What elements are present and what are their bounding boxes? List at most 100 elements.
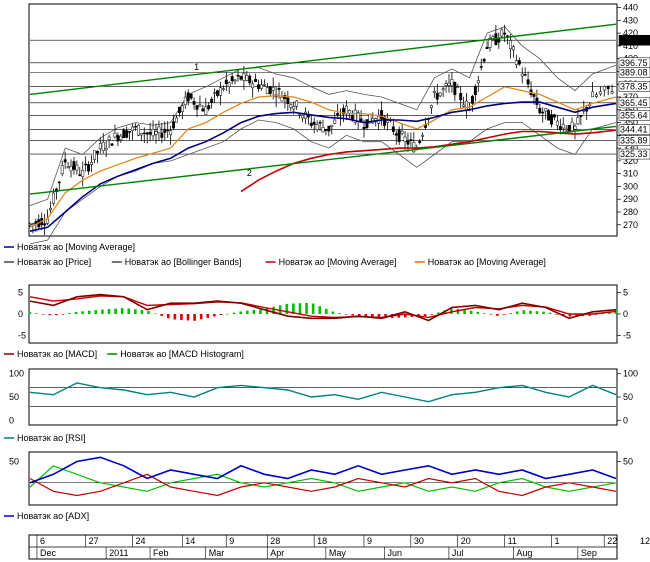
price-candle-body <box>292 106 296 110</box>
macd-histogram-bar <box>318 306 322 314</box>
price-candle-body <box>564 128 568 131</box>
price-candle-body <box>172 121 176 129</box>
price-candle-body <box>51 192 55 204</box>
rsi-panel-frame <box>28 368 618 426</box>
price-level-label: 365.45 <box>620 98 648 108</box>
price-candle-body <box>330 124 334 127</box>
macd-histogram-bar <box>338 313 341 314</box>
price-y-tick-label: 420 <box>623 28 638 38</box>
price-candle-body <box>397 129 401 142</box>
price-candle-body <box>49 207 52 211</box>
price-candle-body <box>224 79 228 85</box>
price-y-tick-label: 310 <box>623 169 638 179</box>
macd-histogram-bar <box>180 314 183 320</box>
time-day-label: 18 <box>317 536 327 546</box>
price-candle-body <box>154 131 158 135</box>
legend-label: Новатэк ао [ADX] <box>17 511 89 521</box>
price-candle-body <box>81 170 85 177</box>
macd-histogram-bar <box>562 314 565 316</box>
time-month-label: Mar <box>209 548 225 558</box>
price-candle-body <box>503 32 507 35</box>
macd-histogram-bar <box>199 314 203 320</box>
price-level-label: 355.64 <box>620 110 648 120</box>
price-candle-body <box>160 132 164 138</box>
macd-y-tick-label: -5 <box>623 331 631 341</box>
price-panel[interactable]: 2702802903003103203303403503603703803904… <box>28 3 650 245</box>
price-candle-body <box>87 164 91 172</box>
price-level-label: 414.43 <box>620 35 648 45</box>
price-candle-body <box>260 84 263 89</box>
macd-legend: Новатэк ао [MACD] Новатэк ао [MACD Histog… <box>4 349 244 359</box>
macd-panel[interactable]: -5 -5 0 0 5 5 <box>18 284 631 344</box>
price-candle-body <box>245 75 249 81</box>
macd-histogram-bar <box>311 303 315 314</box>
macd-histogram-bar <box>357 314 361 317</box>
price-candle-body <box>298 114 302 116</box>
price-candle-body <box>400 131 404 134</box>
macd-histogram-bar <box>456 308 460 314</box>
macd-line <box>29 293 617 322</box>
price-candle-body <box>134 125 137 128</box>
price-candle-body <box>116 135 120 142</box>
macd-histogram-bar <box>417 314 420 317</box>
price-candle-body <box>107 136 111 140</box>
price-y-tick-label: 350 <box>623 118 638 128</box>
legend-label: Новатэк ао [Moving Average] <box>428 257 546 267</box>
price-candle-body <box>265 87 269 95</box>
price-y-tick-label: 440 <box>623 3 638 13</box>
price-candle-body <box>444 83 448 87</box>
rsi-y-tick-label: 50 <box>623 392 633 402</box>
price-candle-body <box>576 117 580 125</box>
price-y-tick-label: 280 <box>623 207 638 217</box>
rsi-panel[interactable]: 0 0 50 50 100 100 <box>9 368 638 426</box>
price-candle-body <box>567 125 571 132</box>
price-candle-body <box>591 91 595 98</box>
price-level-box <box>618 67 650 78</box>
price-candle-body <box>145 132 149 135</box>
price-candle-body <box>207 105 211 110</box>
rsi-line <box>29 382 617 403</box>
legend-label: Новатэк ао [RSI] <box>17 433 86 443</box>
price-candle-body <box>43 223 47 226</box>
price-candle-body <box>93 150 96 160</box>
price-candle-body <box>526 79 530 85</box>
price-candle-body <box>391 126 395 132</box>
price-candle-body <box>175 117 178 123</box>
price-candle-body <box>409 139 413 141</box>
price-candle-body <box>324 128 328 131</box>
macd-histogram-bar <box>285 303 289 314</box>
price-candle-body <box>177 106 181 114</box>
macd-y-tick-label-left: 0 <box>18 309 23 319</box>
macd-histogram-bar <box>568 314 572 317</box>
price-level-box <box>618 81 650 92</box>
time-month-label: Jul <box>452 548 464 558</box>
macd-histogram-bar <box>324 308 328 314</box>
time-day-label: 28 <box>270 536 280 546</box>
macd-y-axis: -5 -5 0 0 5 5 <box>18 287 631 340</box>
price-candle-body <box>210 98 214 103</box>
price-candle-body <box>204 106 208 115</box>
rsi-y-tick-label-left: 0 <box>9 415 14 425</box>
price-candle-body <box>362 126 366 130</box>
macd-histogram-bar <box>450 308 453 314</box>
macd-histogram-bar <box>239 311 242 314</box>
macd-histogram-bar <box>377 314 381 319</box>
price-candle-body <box>318 121 322 124</box>
price-candle-body <box>541 111 545 114</box>
price-y-tick-label: 370 <box>623 92 638 102</box>
price-candle-body <box>453 82 457 96</box>
price-candle-body <box>57 181 61 184</box>
macd-histogram-bar <box>509 313 512 314</box>
macd-histogram-bar <box>259 309 262 314</box>
price-candle-body <box>104 148 108 151</box>
price-candle-body <box>380 110 384 119</box>
price-candle-body <box>131 126 135 131</box>
price-candle-body <box>189 93 193 99</box>
macd-histogram-bar <box>331 311 335 314</box>
price-candle-body <box>28 223 32 226</box>
macd-y-tick-label: 0 <box>623 309 628 319</box>
adx-panel[interactable]: 50 50 <box>9 451 633 506</box>
